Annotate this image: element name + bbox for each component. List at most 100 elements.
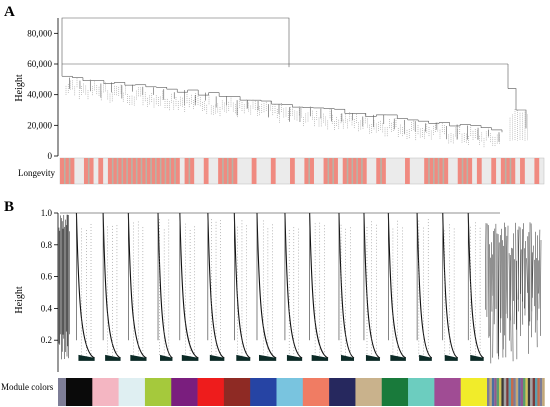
longevity-segment [520, 158, 525, 184]
module-cluster [416, 212, 433, 361]
module-color-segment [92, 378, 119, 406]
dendrogram-leaf [510, 247, 512, 321]
module-color-segment [58, 378, 66, 406]
dendrogram-leaf [526, 258, 528, 293]
module-color-segment [523, 378, 526, 406]
cluster-base [365, 354, 380, 361]
module-color-segment [542, 378, 545, 406]
dendrogram-leaf [527, 236, 529, 354]
module-color-segment [408, 378, 435, 406]
module-color-segment [520, 378, 524, 406]
cluster-base [181, 354, 199, 361]
module-cluster [157, 212, 173, 361]
cluster-base [209, 354, 225, 361]
module-cluster [179, 212, 199, 361]
dendrogram-leaf [513, 259, 515, 325]
dendrogram-leaf [524, 241, 526, 316]
cluster-trunk [179, 212, 199, 359]
longevity-bar [59, 157, 545, 185]
module-color-segment [506, 378, 509, 406]
longevity-label: Longevity [18, 168, 55, 178]
cluster-trunk [127, 212, 147, 359]
panel-a-y-axis: 0 20,000 40,000 60,000 80,000 [27, 18, 59, 161]
cluster-base [160, 354, 173, 361]
panel-a-y-tick-label: 0 [48, 151, 53, 161]
panel-b-y-label: Height [14, 286, 25, 313]
module-color-segment [491, 378, 495, 406]
panel-a-y-tick-label: 60,000 [27, 59, 52, 69]
dendrogram-leaf [498, 242, 500, 360]
module-color-segment [276, 378, 304, 406]
cluster-trunk [442, 212, 459, 359]
module-color-segment [355, 378, 383, 406]
module-color-segment [197, 378, 225, 406]
module-color-segment [460, 378, 488, 406]
module-color-segment [329, 378, 356, 406]
module-color-segment [434, 378, 461, 406]
panel-a-label: A [4, 4, 15, 20]
dendrogram-leaf [536, 258, 538, 348]
module-color-segment [487, 378, 490, 406]
module-color-segment [518, 378, 521, 406]
module-cluster [442, 212, 459, 361]
module-color-segment [537, 378, 540, 406]
module-color-segment [250, 378, 277, 406]
dendrogram-leaf [517, 226, 520, 300]
longevity-segment [342, 158, 367, 184]
panel-a-y-tick-label: 80,000 [27, 28, 52, 38]
cluster-trunk [467, 212, 485, 359]
cluster-trunk [284, 212, 303, 359]
longevity-segment [290, 158, 295, 184]
module-cluster [75, 212, 95, 361]
module-cluster [363, 212, 381, 361]
dendrogram-branch [508, 88, 517, 110]
module-color-segment [513, 378, 516, 406]
cluster-base [470, 354, 484, 361]
module-colors-label: Module colors [1, 382, 54, 392]
cluster-trunk [416, 212, 433, 359]
cluster-trunk [157, 212, 173, 359]
cluster-trunk [256, 212, 277, 359]
longevity-segment [270, 158, 276, 184]
cluster-base [130, 354, 147, 361]
dendrogram-leaf [485, 223, 487, 310]
module-color-segment [535, 378, 538, 406]
module-cluster [387, 212, 407, 361]
module-cluster [338, 212, 355, 361]
panel-a-y-tick-label: 20,000 [27, 120, 52, 130]
dendrogram-leaf [515, 222, 517, 330]
dendrogram-leaf [522, 223, 524, 302]
dendrogram-leaf [538, 229, 541, 309]
dendrogram-leaf [505, 235, 508, 314]
module-color-segment [501, 378, 504, 406]
module-color-segment [525, 378, 528, 406]
longevity-segment [60, 158, 75, 184]
module-color-segment [494, 378, 497, 406]
panel-a-y-label: Height [14, 74, 25, 101]
longevity-segment [424, 158, 449, 184]
cluster-trunk [233, 212, 251, 359]
dendrogram-leaf [531, 252, 533, 338]
module-color-segment [66, 378, 93, 406]
cluster-base [236, 354, 251, 361]
module-color-segment [381, 378, 409, 406]
longevity-segment [323, 158, 338, 184]
dendrogram-leaf [520, 249, 522, 337]
module-color-segment [302, 378, 330, 406]
longevity-segment [405, 158, 410, 184]
cluster-trunk [102, 212, 121, 359]
module-color-segment [515, 378, 519, 406]
panel-b-y-tick-label: 0.6 [41, 272, 53, 282]
dendrogram-root [61, 17, 290, 68]
longevity-segment [476, 158, 482, 184]
cluster-base [419, 354, 432, 361]
module-cluster [207, 212, 225, 361]
cluster-base [78, 354, 95, 361]
module-color-segment [532, 378, 536, 406]
longevity-segment [491, 158, 497, 184]
module-cluster [233, 212, 251, 361]
dendrogram-leaf [508, 253, 510, 341]
module-color-segment [496, 378, 500, 406]
panel-b-y-tick-label: 0.4 [41, 303, 53, 313]
